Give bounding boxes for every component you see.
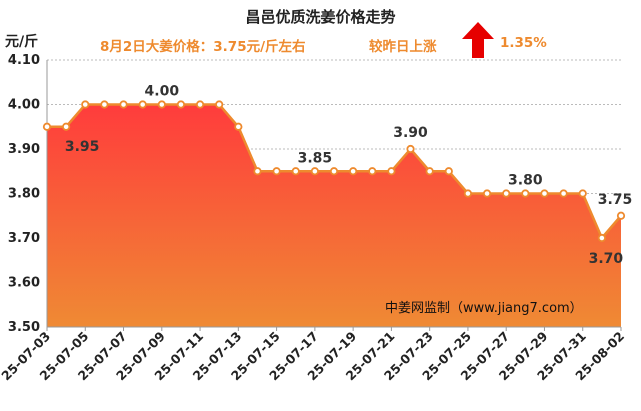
- y-tick-label: 4.00: [8, 98, 40, 113]
- y-tick-label: 3.90: [8, 142, 40, 157]
- data-point: [444, 167, 453, 176]
- data-point: [406, 144, 415, 154]
- data-point: [387, 167, 396, 176]
- data-point: [215, 100, 224, 109]
- data-point: [100, 100, 109, 109]
- data-point: [62, 122, 71, 131]
- data-label: 4.00: [145, 84, 180, 100]
- data-label: 3.90: [393, 125, 428, 141]
- data-label: 3.85: [298, 150, 333, 166]
- data-point: [157, 100, 166, 109]
- data-point: [119, 100, 128, 109]
- y-axis-label: 元/斤: [5, 34, 39, 50]
- data-point: [521, 189, 530, 198]
- data-point: [329, 167, 339, 176]
- data-point: [81, 100, 90, 109]
- data-point: [597, 233, 606, 243]
- y-tick-label: 4.10: [8, 53, 40, 68]
- data-point: [310, 167, 319, 176]
- watermark-text: 中姜网监制（www.jiang7.com）: [385, 301, 583, 316]
- data-point: [176, 100, 186, 109]
- data-label: 3.80: [508, 173, 543, 189]
- chart-title: 昌邑优质洗姜价格走势: [245, 8, 396, 26]
- data-point: [540, 189, 549, 198]
- data-label: 3.75: [598, 192, 633, 208]
- chart-subtitle: 8月2日大姜价格：3.75元/斤左右: [100, 39, 306, 55]
- data-point: [42, 122, 52, 131]
- data-point: [195, 100, 205, 109]
- data-point: [502, 189, 511, 198]
- data-label: 3.95: [65, 139, 100, 155]
- data-point: [253, 167, 262, 176]
- y-tick-label: 3.60: [8, 276, 40, 291]
- change-text: 较昨日上涨: [369, 39, 437, 55]
- data-point: [368, 167, 377, 176]
- data-point: [559, 189, 568, 198]
- up-arrow-icon: [462, 22, 494, 58]
- data-point: [291, 167, 300, 176]
- data-label: 3.70: [589, 251, 624, 267]
- data-point: [349, 167, 358, 176]
- price-area-fill: [47, 104, 621, 327]
- y-tick-label: 3.70: [8, 231, 40, 246]
- data-point: [138, 100, 147, 109]
- data-point: [578, 189, 587, 198]
- data-point: [482, 189, 492, 198]
- data-point: [463, 189, 473, 198]
- y-tick-label: 3.80: [8, 187, 40, 202]
- data-point: [616, 211, 626, 220]
- y-tick-label: 3.50: [8, 320, 40, 335]
- data-point: [272, 167, 281, 176]
- data-point: [234, 122, 243, 131]
- change-percent: 1.35%: [500, 35, 547, 51]
- data-point: [425, 167, 434, 176]
